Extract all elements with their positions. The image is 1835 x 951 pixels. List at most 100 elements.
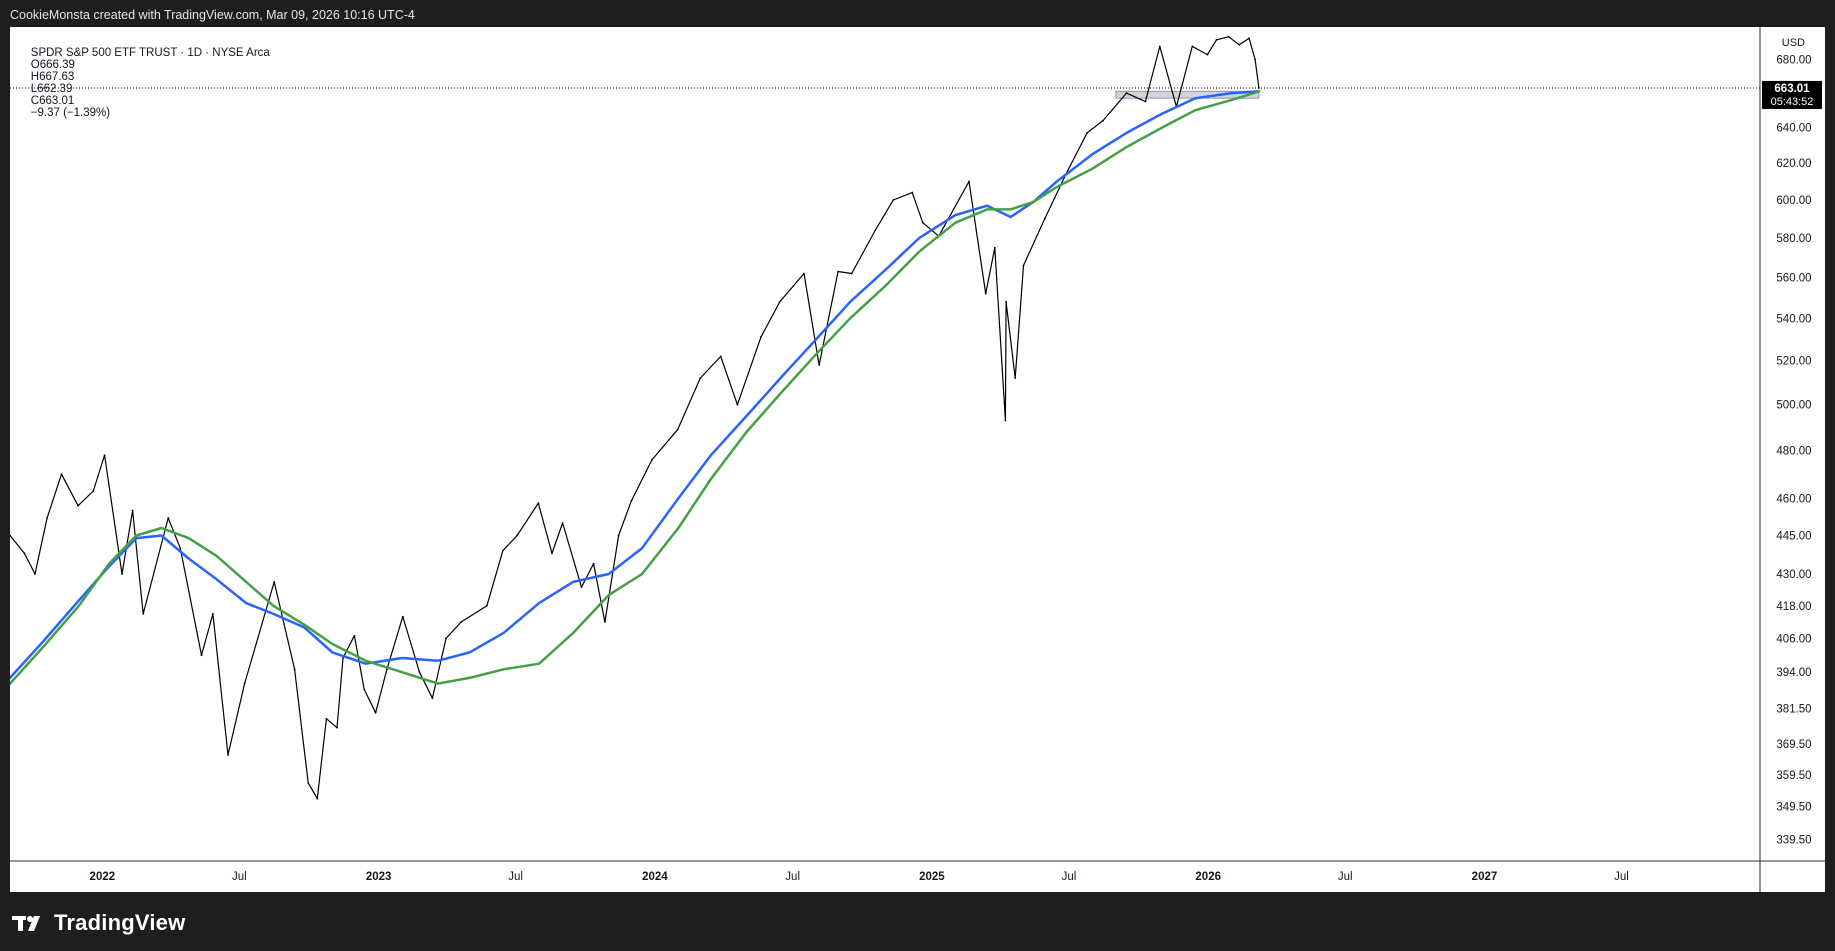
- price-point: [1144, 100, 1147, 103]
- chart-panel[interactable]: 2022 Jul 2023 Jul 2024 Jul 2025 Jul 2026 Jul 2027 J…: [10, 27, 1825, 892]
- price-point: [921, 221, 924, 224]
- price-point: [307, 781, 310, 784]
- y-tick-label: 540.00: [1776, 313, 1811, 325]
- high-value: H667.63: [30, 71, 75, 83]
- price-point: [818, 364, 821, 366]
- price-point: [630, 499, 633, 502]
- y-tick-label: 460.00: [1776, 493, 1811, 505]
- price-point: [837, 270, 839, 273]
- price-point: [1248, 37, 1250, 40]
- price-point: [353, 634, 356, 637]
- y-tick-label: 339.50: [1776, 834, 1811, 846]
- price-point: [501, 549, 504, 552]
- support-zone: [1115, 90, 1260, 99]
- price-point: [336, 726, 338, 729]
- bar-countdown: 05:43:52: [1771, 96, 1814, 108]
- price-point: [374, 711, 377, 714]
- tradingview-logo[interactable]: TradingView: [12, 910, 185, 936]
- price-point: [617, 534, 620, 537]
- price-point: [592, 562, 595, 565]
- price-point: [342, 657, 344, 659]
- price-point: [431, 697, 434, 700]
- last-price-tag: [1762, 80, 1822, 109]
- price-point: [537, 502, 540, 505]
- y-tick-label: 500.00: [1776, 400, 1811, 412]
- x-tick-label: 2027: [1472, 871, 1498, 883]
- y-tick-label: 560.00: [1776, 272, 1811, 284]
- y-tick-label: 418.00: [1776, 601, 1811, 613]
- y-tick-label: 406.00: [1776, 633, 1811, 645]
- price-point: [1005, 300, 1008, 303]
- price-point: [516, 534, 519, 537]
- price-point: [604, 621, 606, 623]
- price-point: [316, 797, 319, 800]
- y-tick-label: 480.00: [1776, 446, 1811, 458]
- y-tick-label: 369.50: [1776, 739, 1811, 751]
- price-point: [23, 552, 26, 555]
- price-point: [551, 552, 553, 555]
- price-point: [77, 504, 80, 507]
- currency-label[interactable]: USD: [1781, 37, 1805, 49]
- price-point: [984, 292, 987, 295]
- price-point: [1014, 377, 1017, 379]
- price-point: [561, 522, 564, 524]
- series-ma-green-line: [10, 90, 1261, 685]
- price-point: [1215, 39, 1218, 41]
- price-point: [131, 509, 134, 512]
- price-point: [179, 547, 182, 550]
- price-point: [273, 580, 276, 583]
- price-point: [778, 300, 781, 303]
- x-tick-label: 2022: [90, 871, 116, 883]
- price-point: [1022, 264, 1025, 267]
- price-point: [968, 180, 970, 183]
- price-point: [719, 355, 722, 358]
- change-value: −9.37 (−1.39%): [30, 107, 111, 119]
- series-price-line: [10, 36, 1260, 800]
- price-point: [293, 668, 296, 671]
- price-point: [211, 612, 214, 615]
- price-point: [759, 336, 762, 339]
- x-tick-label: Jul: [1062, 871, 1077, 883]
- y-tick-label: 394.00: [1776, 667, 1811, 679]
- price-point: [1043, 218, 1046, 220]
- y-tick-label: 580.00: [1776, 233, 1811, 245]
- price-point: [401, 615, 404, 618]
- price-point: [103, 454, 106, 457]
- chart-canvas[interactable]: 2022 Jul 2023 Jul 2024 Jul 2025 Jul 2026 Jul 2027 J…: [10, 27, 1825, 892]
- brand-name: TradingView: [54, 910, 186, 935]
- price-point: [1254, 58, 1257, 61]
- price-point: [485, 604, 488, 607]
- price-point: [460, 621, 463, 623]
- x-tick-label: 2023: [366, 871, 392, 883]
- y-tick-label: 349.50: [1776, 802, 1811, 814]
- price-point: [1191, 45, 1194, 48]
- price-point: [60, 473, 63, 476]
- y-tick-label: 445.00: [1776, 531, 1811, 543]
- price-point: [46, 517, 48, 519]
- price-point: [1238, 43, 1241, 46]
- x-tick-label: Jul: [1614, 871, 1629, 883]
- y-tick-label: 359.50: [1776, 770, 1811, 782]
- y-tick-layer: 680.00660.00640.00620.00600.00580.00560.…: [1776, 55, 1811, 847]
- price-point: [1206, 53, 1209, 56]
- y-tick-label: 520.00: [1776, 356, 1811, 368]
- x-tick-label: 2024: [642, 871, 668, 883]
- price-point: [445, 637, 447, 640]
- x-tick-label: Jul: [232, 871, 247, 883]
- price-point: [418, 671, 421, 674]
- price-point: [34, 573, 36, 575]
- price-point: [803, 272, 805, 275]
- y-tick-label: 381.50: [1776, 703, 1811, 715]
- y-tick-label: 680.00: [1776, 55, 1811, 67]
- y-tick-label: 430.00: [1776, 569, 1811, 581]
- y-tick-label: 600.00: [1776, 195, 1811, 207]
- x-tick-label: 2025: [919, 871, 945, 883]
- price-point: [325, 717, 328, 720]
- chart-caption: CookieMonsta created with TradingView.co…: [10, 8, 415, 22]
- price-point: [243, 682, 246, 685]
- price-point: [850, 272, 853, 275]
- symbol-legend[interactable]: SPDR S&P 500 ETF TRUST · 1D · NYSE Arca …: [18, 35, 276, 131]
- price-point: [892, 199, 895, 201]
- price-point: [650, 459, 653, 461]
- price-point: [142, 612, 145, 615]
